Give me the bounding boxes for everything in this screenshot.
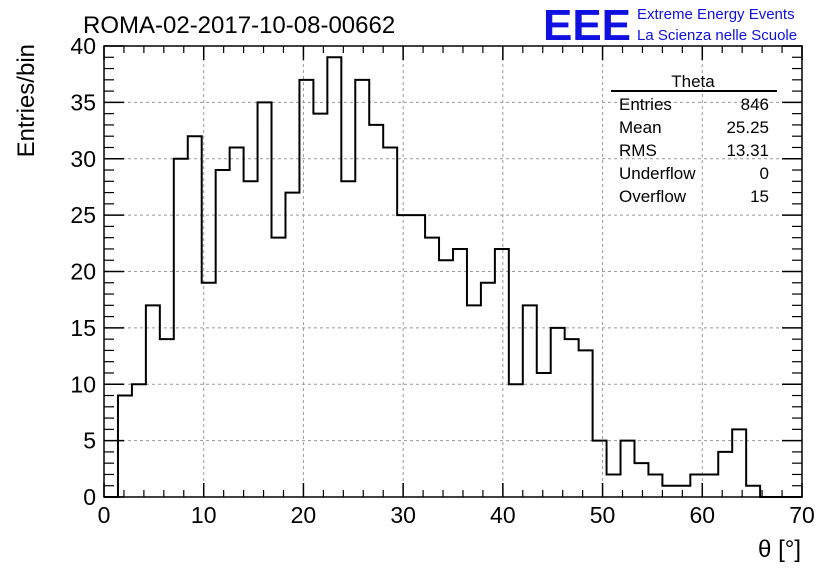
histogram-bin bbox=[118, 396, 132, 497]
histogram-bars bbox=[118, 57, 760, 497]
stats-value: 846 bbox=[741, 95, 769, 114]
histogram-bin bbox=[244, 181, 258, 497]
histogram-bin bbox=[704, 474, 718, 497]
histogram-bin bbox=[662, 486, 676, 497]
histogram-bin bbox=[327, 57, 341, 497]
x-tick-label: 60 bbox=[689, 502, 715, 528]
logo-mark: EEE bbox=[543, 1, 631, 50]
histogram-bin bbox=[202, 283, 216, 497]
histogram-bin bbox=[425, 238, 439, 497]
histogram-bin bbox=[397, 215, 411, 497]
y-tick-label: 5 bbox=[83, 428, 96, 454]
histogram-bin bbox=[188, 136, 202, 497]
logo-line-2: La Scienza nelle Scuole bbox=[637, 27, 797, 44]
histogram-bin bbox=[648, 474, 662, 497]
histogram-bin bbox=[732, 429, 746, 497]
histogram-bin bbox=[230, 147, 244, 497]
stats-value: 0 bbox=[760, 164, 769, 183]
y-tick-label: 30 bbox=[70, 146, 96, 172]
histogram-bin bbox=[746, 486, 760, 497]
histogram-bin bbox=[146, 305, 160, 497]
histogram-bin bbox=[607, 474, 621, 497]
histogram-bin bbox=[593, 441, 607, 497]
histogram-bin bbox=[634, 463, 648, 497]
histogram-bin bbox=[565, 339, 579, 497]
histogram-bin bbox=[383, 147, 397, 497]
stats-label: Overflow bbox=[619, 187, 687, 206]
stats-label: Entries bbox=[619, 95, 672, 114]
chart-title: ROMA-02-2017-10-08-00662 bbox=[83, 12, 395, 39]
histogram-outline bbox=[104, 56, 802, 498]
x-tick-label: 20 bbox=[291, 502, 317, 528]
logo-line-1: Extreme Energy Events bbox=[637, 6, 795, 23]
axis-ticks bbox=[103, 45, 803, 498]
histogram-bin bbox=[313, 114, 327, 497]
histogram-bin bbox=[509, 384, 523, 497]
histogram-bin bbox=[621, 441, 635, 497]
y-tick-label: 40 bbox=[70, 33, 96, 59]
x-axis-label: θ [°] bbox=[758, 536, 801, 563]
histogram-bin bbox=[439, 260, 453, 497]
histogram-bin bbox=[453, 249, 467, 497]
histogram-bin bbox=[369, 125, 383, 497]
y-tick-label: 20 bbox=[70, 259, 96, 285]
x-tick-label: 0 bbox=[98, 502, 111, 528]
y-tick-label: 0 bbox=[83, 484, 96, 510]
stats-label: Underflow bbox=[619, 164, 696, 183]
histogram-bin bbox=[285, 193, 299, 497]
histogram-bin bbox=[299, 80, 313, 497]
y-tick-label: 35 bbox=[70, 89, 96, 115]
stats-value: 15 bbox=[750, 187, 769, 206]
x-tick-label: 50 bbox=[590, 502, 616, 528]
histogram-bin bbox=[551, 328, 565, 497]
histogram-bin bbox=[467, 305, 481, 497]
grid bbox=[104, 46, 802, 497]
eee-logo: EEE Extreme Energy Events La Scienza nel… bbox=[543, 1, 797, 50]
y-tick-label: 25 bbox=[70, 202, 96, 228]
stats-value: 25.25 bbox=[726, 118, 769, 137]
histogram-bin bbox=[690, 474, 704, 497]
histogram-bin bbox=[495, 249, 509, 497]
histogram-bin bbox=[676, 486, 690, 497]
histogram-bin bbox=[481, 283, 495, 497]
histogram-bin bbox=[579, 350, 593, 497]
histogram-bin bbox=[216, 170, 230, 497]
histogram-bin bbox=[341, 181, 355, 497]
histogram-bin bbox=[174, 159, 188, 497]
histogram-bin bbox=[258, 102, 272, 497]
tick-labels: 0 10 20 30 40 50 60 70 0 5 10 15 20 25 30 35 40 bbox=[70, 33, 814, 528]
stats-rows: Entries 846 Mean 25.25 RMS 13.31 Underflow 0 Ove… bbox=[619, 95, 769, 206]
plot-frame bbox=[103, 45, 803, 498]
x-tick-label: 10 bbox=[191, 502, 217, 528]
stats-box: Theta Entries 846 Mean 25.25 RMS 13.31 Underfl… bbox=[611, 72, 777, 206]
y-tick-label: 10 bbox=[70, 371, 96, 397]
histogram-bin bbox=[160, 339, 174, 497]
histogram-bin bbox=[272, 238, 286, 497]
histogram-bin bbox=[523, 305, 537, 497]
histogram-bin bbox=[355, 80, 369, 497]
stats-label: RMS bbox=[619, 141, 657, 160]
stats-label: Mean bbox=[619, 118, 662, 137]
x-tick-label: 70 bbox=[789, 502, 815, 528]
histogram-bin bbox=[132, 384, 146, 497]
stats-title: Theta bbox=[671, 72, 715, 91]
x-tick-label: 30 bbox=[390, 502, 416, 528]
x-tick-label: 40 bbox=[490, 502, 516, 528]
stats-value: 13.31 bbox=[726, 141, 769, 160]
histogram-bin bbox=[411, 215, 425, 497]
y-axis-label: Entries/bin bbox=[13, 44, 40, 157]
histogram-bin bbox=[537, 373, 551, 497]
histogram-bin bbox=[718, 452, 732, 497]
y-tick-label: 15 bbox=[70, 315, 96, 341]
